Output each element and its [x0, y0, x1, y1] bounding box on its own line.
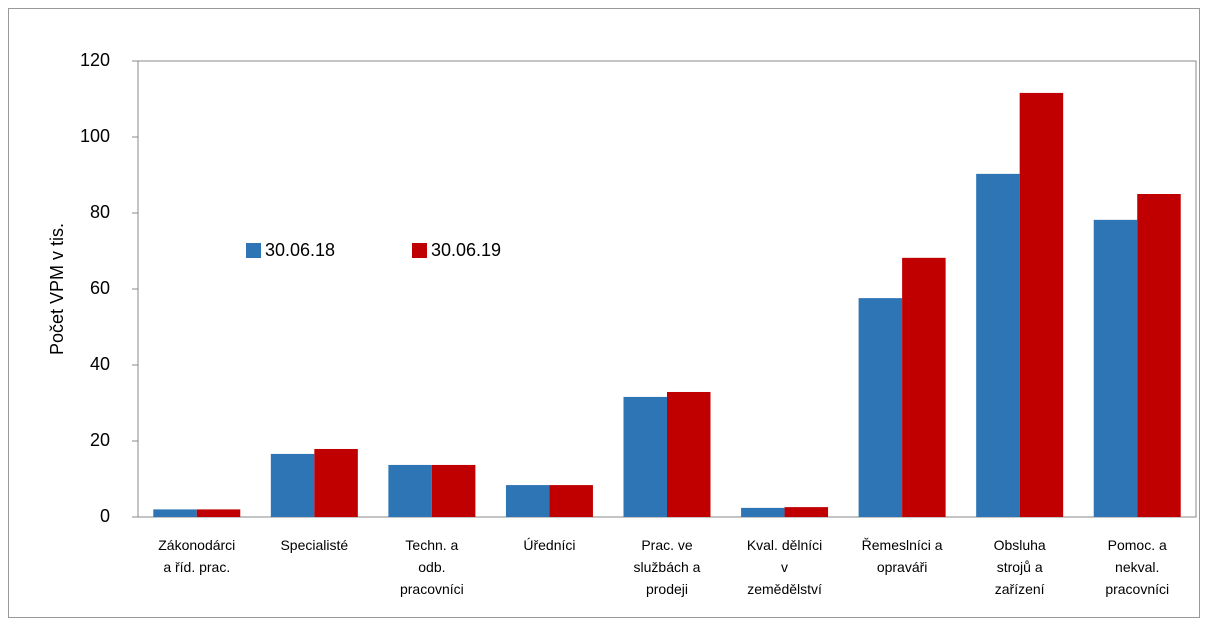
- x-tick-label: Specialisté: [280, 537, 348, 553]
- legend-label: 30.06.19: [431, 240, 501, 260]
- x-tick-label: Kval. dělníci v zemědělství: [747, 537, 822, 597]
- y-tick-label: 0: [100, 506, 110, 526]
- bar: [784, 507, 829, 517]
- y-axis-label: Počet VPM v tis.: [47, 223, 67, 355]
- bar: [976, 173, 1020, 518]
- x-tick-label: Zákonodárci a říd. prac.: [158, 537, 235, 575]
- bar: [1093, 219, 1138, 517]
- bar: [667, 391, 711, 517]
- y-tick-label: 40: [90, 354, 110, 374]
- bar: [623, 396, 667, 517]
- bar: [270, 453, 315, 517]
- bar: [388, 464, 432, 517]
- bar: [1019, 92, 1064, 518]
- bar: [1137, 194, 1181, 517]
- y-tick-label: 20: [90, 430, 110, 450]
- bar: [741, 507, 785, 517]
- x-tick-label: Obsluha strojů a zařízení: [994, 537, 1046, 597]
- bar: [902, 257, 946, 517]
- bar: [858, 298, 903, 517]
- bar: [196, 509, 241, 517]
- legend-swatch: [412, 243, 427, 258]
- bar: [431, 464, 476, 517]
- bar: [153, 509, 197, 517]
- x-tick-label: Úředníci: [523, 537, 575, 553]
- y-tick-label: 120: [80, 50, 110, 70]
- bar: [314, 448, 358, 517]
- y-tick-label: 60: [90, 278, 110, 298]
- bar: [549, 485, 593, 517]
- x-tick-label: Pomoc. a nekval. pracovníci: [1105, 537, 1169, 597]
- legend-label: 30.06.18: [265, 240, 335, 260]
- x-tick-label: Prac. ve službách a prodeji: [634, 537, 701, 597]
- legend-swatch: [246, 243, 261, 258]
- bar: [505, 485, 550, 517]
- frame: [8, 8, 1200, 618]
- y-tick-label: 80: [90, 202, 110, 222]
- y-tick-label: 100: [80, 126, 110, 146]
- x-tick-label: Řemeslníci a opraváři: [862, 537, 943, 575]
- x-tick-label: Techn. a odb. pracovníci: [400, 537, 464, 597]
